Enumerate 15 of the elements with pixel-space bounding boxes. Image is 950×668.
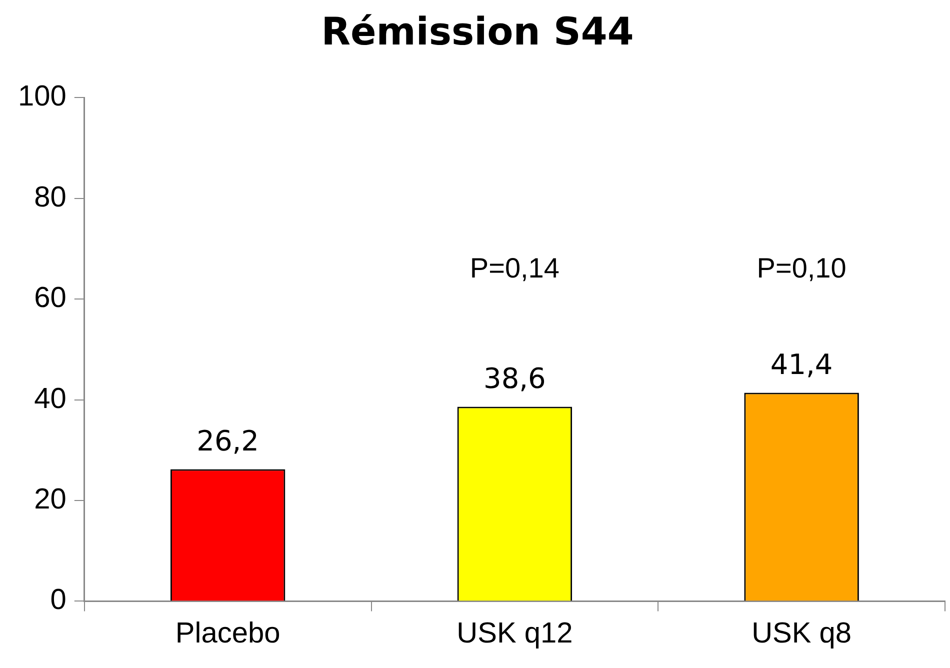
x-tick-label: Placebo <box>175 618 280 650</box>
y-tick-label: 100 <box>18 80 66 113</box>
annotation: P=0,14 <box>470 252 560 284</box>
data-label: 26,2 <box>196 424 259 458</box>
x-tick-label: USK q12 <box>456 618 573 650</box>
annotation: P=0,10 <box>756 252 846 284</box>
y-tick-label: 0 <box>50 584 66 616</box>
chart-title: Rémission S44 <box>321 10 634 54</box>
y-tick-label: 60 <box>34 282 66 314</box>
data-label: 38,6 <box>484 362 546 396</box>
data-label: 41,4 <box>770 348 833 381</box>
y-tick-label: 80 <box>34 181 66 214</box>
y-tick-label: 20 <box>34 483 66 516</box>
x-tick-label: USK q8 <box>752 618 852 650</box>
y-tick-label: 40 <box>34 382 66 415</box>
